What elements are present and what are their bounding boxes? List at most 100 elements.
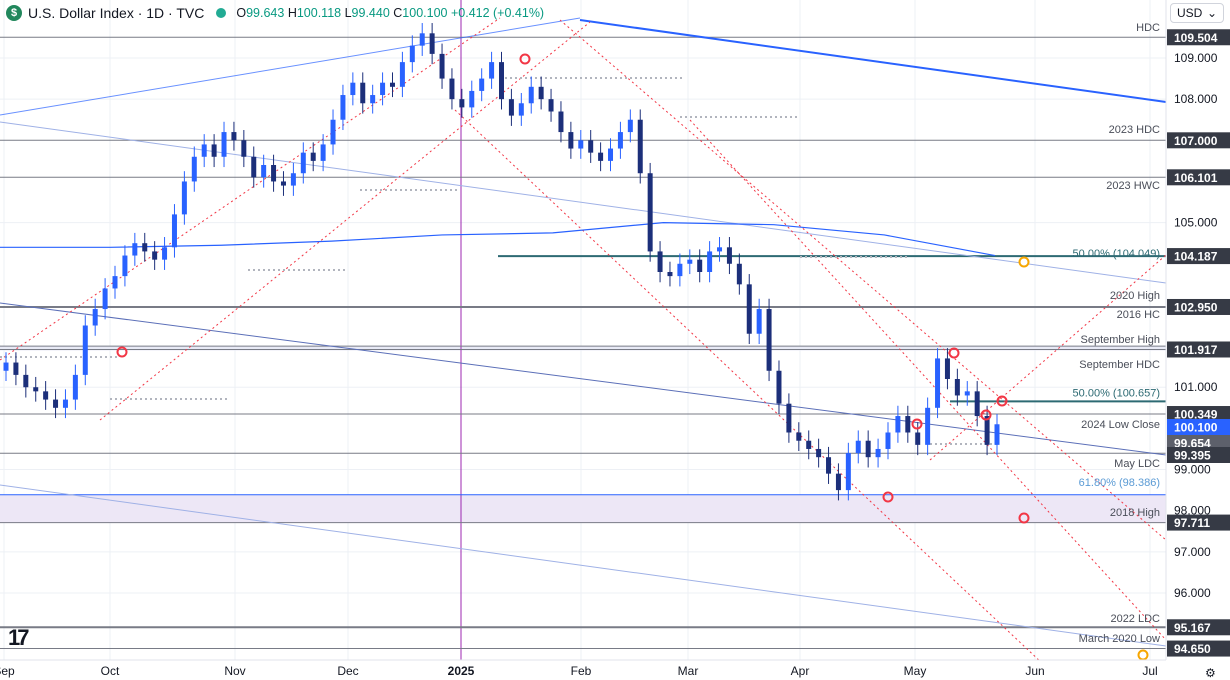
candle-body-84 xyxy=(835,473,841,491)
candle-body-74 xyxy=(736,263,742,285)
price-box-bg-2 xyxy=(1167,169,1230,186)
candle-body-77 xyxy=(766,309,772,371)
candle-body-95 xyxy=(944,358,950,379)
x-tick-label-9: Jun xyxy=(1025,664,1044,678)
price-box-label-11: 100.100 xyxy=(1174,421,1218,435)
candle-body-65 xyxy=(647,173,653,252)
candle-body-52 xyxy=(518,103,524,116)
price-box-bg-10 xyxy=(1167,406,1230,423)
candle-body-70 xyxy=(697,259,703,272)
candle-body-13 xyxy=(132,243,138,256)
level-label-9: 50.00% (100.657) xyxy=(1073,387,1160,399)
level-label-17: March 2020 Low xyxy=(1079,633,1160,645)
candle-body-17 xyxy=(171,214,177,248)
candle-body-96 xyxy=(954,379,960,396)
candle-body-90 xyxy=(895,416,901,433)
candle-body-93 xyxy=(925,407,931,445)
symbol-title[interactable]: U.S. Dollar Index · 1D · TVC xyxy=(28,5,205,21)
candle-body-10 xyxy=(102,288,108,310)
channel-falling-mid xyxy=(689,119,1167,641)
x-tick-label-6: Mar xyxy=(678,664,699,678)
x-tick-label-7: Apr xyxy=(791,664,810,678)
candle-body-14 xyxy=(142,243,148,252)
candle-body-99 xyxy=(984,416,990,445)
level-label-8: September HDC xyxy=(1079,359,1160,371)
candle-body-42 xyxy=(419,33,425,46)
candle-body-57 xyxy=(568,132,574,149)
candle-body-82 xyxy=(816,448,822,458)
open-value: 99.643 xyxy=(246,6,285,20)
trendline-mid xyxy=(0,302,1167,456)
candle-body-28 xyxy=(280,181,286,186)
candle-body-25 xyxy=(251,156,257,178)
candle-body-32 xyxy=(320,144,326,161)
candle-body-26 xyxy=(261,165,267,178)
candle-body-31 xyxy=(310,152,316,161)
pivot-marker-3 xyxy=(882,491,894,503)
level-label-0: HDC xyxy=(1136,22,1160,34)
candle-body-44 xyxy=(439,53,445,79)
candle-body-61 xyxy=(608,148,614,161)
chart-header: $ U.S. Dollar Index · 1D · TVC O99.643 H… xyxy=(6,4,544,22)
level-label-16: 2022 LDC xyxy=(1110,613,1160,625)
moving-average-line xyxy=(0,222,996,257)
candle-body-94 xyxy=(935,358,941,408)
candle-body-100 xyxy=(994,424,1000,445)
price-axis[interactable] xyxy=(1166,0,1230,680)
candle-body-73 xyxy=(726,247,732,264)
y-tick-label-7: 96.000 xyxy=(1174,586,1211,600)
candle-body-12 xyxy=(122,255,128,277)
y-tick-label-1: 108.000 xyxy=(1174,92,1218,106)
candle-body-97 xyxy=(964,391,970,396)
candle-body-1 xyxy=(13,362,19,375)
candle-body-4 xyxy=(43,391,49,400)
level-label-3: 50.00% (104.049) xyxy=(1073,248,1160,260)
y-tick-label-5: 98.000 xyxy=(1174,504,1211,518)
trendline-rising xyxy=(0,17,581,116)
dollar-logo-icon: $ xyxy=(6,5,22,21)
candle-body-69 xyxy=(687,259,693,264)
level-label-15: 2018 High xyxy=(1110,507,1160,519)
change-value: +0.412 (+0.41%) xyxy=(450,6,545,20)
candle-body-48 xyxy=(479,78,485,91)
candle-body-23 xyxy=(231,132,237,141)
channel-recent-rising xyxy=(929,254,1167,461)
candle-body-18 xyxy=(181,181,187,215)
candle-body-85 xyxy=(845,453,851,491)
candle-body-46 xyxy=(459,99,465,108)
candle-body-79 xyxy=(786,403,792,433)
price-box-bg-4 xyxy=(1167,248,1230,265)
candle-body-78 xyxy=(776,370,782,404)
candle-body-91 xyxy=(905,416,911,433)
price-box-label-6: 102.950 xyxy=(1174,300,1218,314)
candle-body-55 xyxy=(548,99,554,112)
pivot-marker-4 xyxy=(948,347,960,359)
low-value: 99.440 xyxy=(351,6,390,20)
price-box-bg-15 xyxy=(1167,514,1230,531)
support-zone-2018-high xyxy=(0,494,1166,523)
pivot-marker-6 xyxy=(980,409,992,421)
candle-body-2 xyxy=(23,374,29,388)
settings-gear-icon: ⚙ xyxy=(1205,666,1216,680)
candle-body-56 xyxy=(558,111,564,133)
level-label-1: 2023 HDC xyxy=(1109,124,1160,136)
x-tick-label-3: Dec xyxy=(337,664,358,678)
price-box-bg-17 xyxy=(1167,640,1230,657)
y-tick-label-2: 105.000 xyxy=(1174,216,1218,230)
currency-button[interactable]: USD ⌄ xyxy=(1170,3,1224,23)
x-tick-label-1: Oct xyxy=(101,664,120,678)
x-tick-label-4: 2025 xyxy=(448,664,475,678)
candle-body-6 xyxy=(62,399,68,408)
time-axis[interactable] xyxy=(0,660,1230,680)
price-box-label-0: 109.504 xyxy=(1174,31,1218,45)
target-marker-0 xyxy=(1018,256,1030,268)
candle-body-49 xyxy=(489,62,495,79)
candle-body-98 xyxy=(974,391,980,417)
candle-body-86 xyxy=(855,440,861,454)
resistance-zone-september xyxy=(0,346,1166,351)
price-box-label-2: 106.101 xyxy=(1174,171,1218,185)
currency-label: USD xyxy=(1177,6,1203,20)
candle-body-22 xyxy=(221,132,227,157)
price-box-bg-8 xyxy=(1167,341,1230,358)
